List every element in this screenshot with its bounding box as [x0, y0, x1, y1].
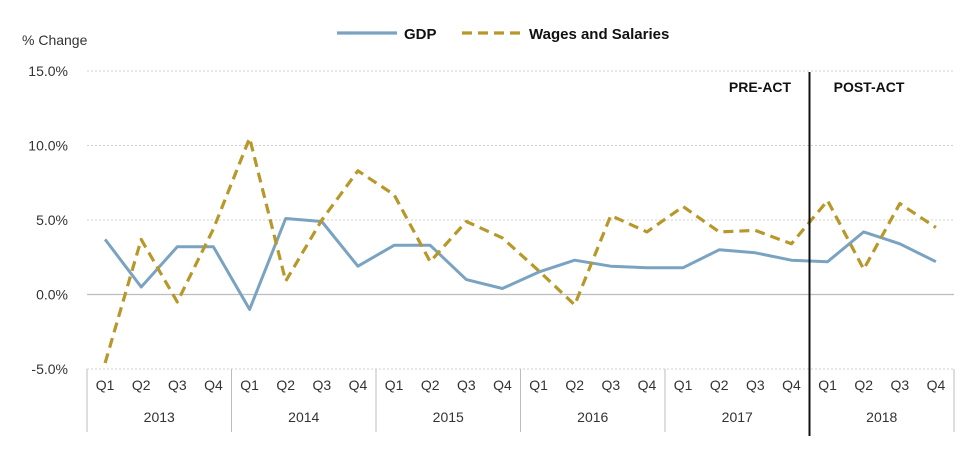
x-tick-label: Q2 [276, 377, 295, 393]
x-tick-label: Q4 [782, 377, 801, 393]
y-tick-label: 5.0% [36, 212, 68, 228]
pre-act-label: PRE-ACT [729, 79, 792, 95]
x-tick-label: Q3 [890, 377, 909, 393]
series-line-gdp [103, 217, 937, 311]
x-group-label: 2013 [144, 409, 175, 425]
y-tick-label: 15.0% [28, 63, 68, 79]
series-lines [103, 136, 937, 364]
x-tick-label: Q2 [421, 377, 440, 393]
x-tick-label: Q4 [493, 377, 512, 393]
y-tick-label: 10.0% [28, 138, 68, 154]
x-tick-label: Q3 [168, 377, 187, 393]
x-tick-label: Q3 [746, 377, 765, 393]
x-group-label: 2016 [577, 409, 608, 425]
x-tick-label: Q4 [349, 377, 368, 393]
legend: GDP Wages and Salaries [337, 26, 669, 43]
x-tick-label: Q3 [312, 377, 331, 393]
x-tick-label: Q1 [240, 377, 259, 393]
x-tick-label: Q4 [638, 377, 657, 393]
x-tick-label: Q4 [204, 377, 223, 393]
x-tick-label: Q1 [818, 377, 837, 393]
x-group-label: 2018 [866, 409, 897, 425]
x-tick-label: Q2 [854, 377, 873, 393]
x-group-label: 2014 [288, 409, 319, 425]
x-tick-label: Q1 [96, 377, 115, 393]
x-tick-label: Q1 [385, 377, 404, 393]
y-tick-label: -5.0% [31, 361, 68, 377]
y-axis: % Change 15.0% 10.0% 5.0% 0.0% -5.0% [22, 32, 88, 377]
x-tick-label: Q1 [529, 377, 548, 393]
x-tick-label: Q2 [132, 377, 151, 393]
x-tick-label: Q3 [601, 377, 620, 393]
x-tick-label: Q2 [710, 377, 729, 393]
y-tick-label: 0.0% [36, 287, 68, 303]
x-tick-label: Q1 [674, 377, 693, 393]
x-tick-label: Q3 [457, 377, 476, 393]
y-axis-label: % Change [22, 32, 88, 48]
series-line-wages-and-salaries [103, 136, 937, 364]
x-axis: Q1 Q2 Q3 Q4 Q1 Q2 Q3 Q4 Q1 Q2 Q3 Q4 Q1 Q2 Q3 Q4 Q1 Q2 Q3 Q4… [86, 369, 955, 432]
x-group-label: 2015 [433, 409, 464, 425]
legend-label: GDP [404, 26, 437, 43]
annotations: PRE-ACT POST-ACT [729, 79, 905, 95]
x-group-label: 2017 [722, 409, 753, 425]
x-tick-label: Q2 [565, 377, 584, 393]
x-tick-label: Q4 [927, 377, 946, 393]
post-act-label: POST-ACT [834, 79, 905, 95]
legend-label: Wages and Salaries [529, 26, 669, 43]
